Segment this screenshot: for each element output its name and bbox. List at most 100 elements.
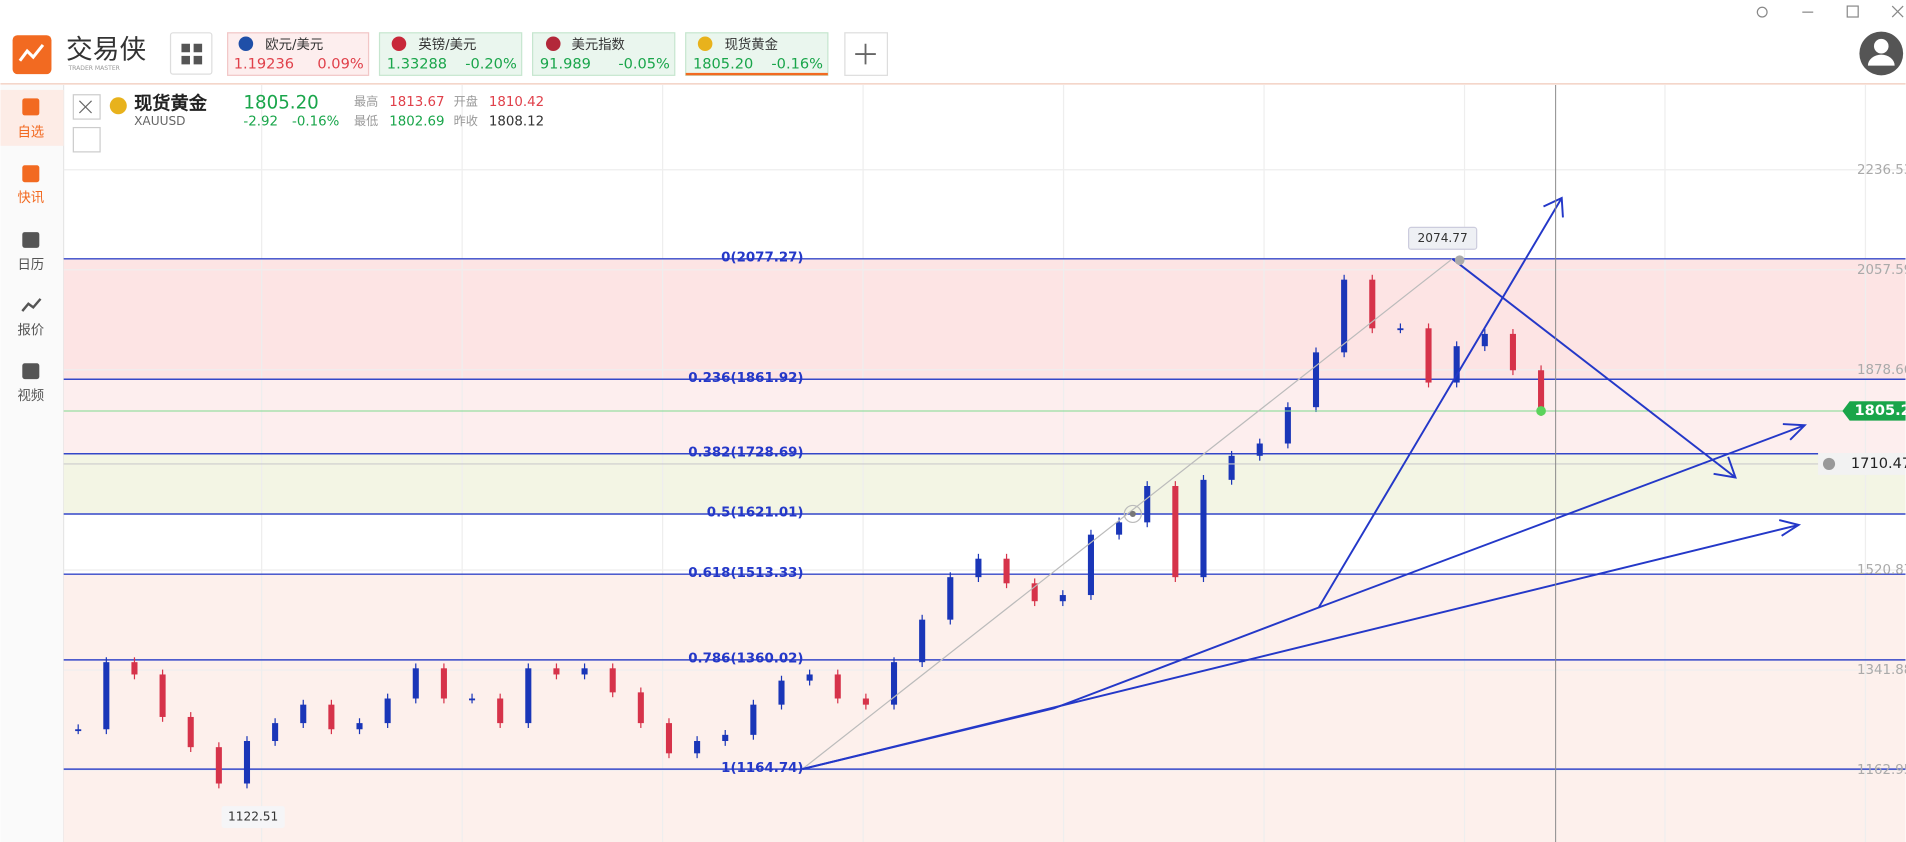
- ticker[interactable]: 英镑/美元 1.33288 -0.20%: [378, 32, 523, 76]
- zone: [63, 379, 1906, 454]
- candle: [890, 662, 898, 705]
- y-tick-label: 2057.59: [1857, 263, 1906, 278]
- y-tick-label: 2236.53: [1857, 163, 1906, 178]
- stat-value: 1813.67: [389, 95, 444, 110]
- candle: [1228, 455, 1235, 480]
- candle: [609, 668, 616, 693]
- ticker[interactable]: 现货黄金 1805.20 -0.16%: [685, 32, 829, 76]
- stat-label: 最高: [354, 94, 378, 109]
- ticker-price: 1805.20: [693, 55, 753, 72]
- candle: [778, 680, 785, 705]
- candle: [300, 704, 307, 724]
- zone: [63, 769, 1906, 842]
- sidebar-item[interactable]: 快讯: [17, 190, 44, 206]
- candle: [1341, 279, 1348, 353]
- collapse-button[interactable]: [72, 126, 101, 153]
- logo-sub: TRADER MASTER: [67, 65, 120, 72]
- candle: [103, 662, 110, 730]
- candle: [1200, 479, 1207, 578]
- candle: [1003, 558, 1010, 584]
- candle: [975, 558, 982, 578]
- fib-label: 0.786(1360.02): [688, 652, 803, 667]
- close-button[interactable]: [72, 94, 101, 120]
- candle: [525, 668, 532, 724]
- candle: [1284, 407, 1291, 444]
- alert-bell: [1822, 457, 1836, 471]
- window-controls[interactable]: [1756, 5, 1904, 18]
- candle: [1538, 370, 1545, 412]
- ticker-price: 1.19236: [234, 55, 294, 72]
- ticker-price: 1.33288: [387, 55, 447, 72]
- ticker[interactable]: 欧元/美元 1.19236 0.09%: [227, 32, 370, 76]
- candle: [947, 577, 954, 620]
- candle: [75, 729, 82, 732]
- sidebar-item[interactable]: 报价: [17, 322, 44, 338]
- stat-label: 昨收: [454, 114, 478, 128]
- ticker-change: -0.05%: [618, 55, 670, 72]
- stat-value: 1810.42: [489, 95, 544, 110]
- fib-label: 0.618(1513.33): [688, 566, 803, 581]
- candle: [131, 662, 138, 675]
- instrument-name: 现货黄金: [134, 92, 208, 114]
- candle: [1369, 279, 1376, 329]
- drawings: [801, 85, 1807, 842]
- y-tick-label: 1162.95: [1857, 763, 1906, 778]
- candle: [1425, 328, 1432, 383]
- y-tick-label: 1878.66: [1857, 363, 1906, 378]
- ticker-change: 0.09%: [317, 55, 363, 72]
- ticker[interactable]: 美元指数 91.989 -0.05%: [532, 32, 676, 76]
- candle: [665, 723, 673, 754]
- candle: [862, 698, 869, 705]
- candle: [1481, 333, 1488, 347]
- candle: [1453, 346, 1460, 383]
- zone: [63, 453, 1906, 514]
- alert-label: 1710.47: [1851, 455, 1906, 472]
- sidebar-item[interactable]: 日历: [17, 258, 44, 273]
- candle: [1256, 443, 1263, 456]
- candle: [834, 674, 841, 699]
- candle: [497, 698, 504, 724]
- peak-box: [1408, 226, 1478, 250]
- fib-label: 0(2077.27): [721, 251, 803, 266]
- candle: [215, 747, 222, 784]
- candle: [1059, 595, 1066, 602]
- current-dot: [1536, 406, 1546, 416]
- low-label: 1122.51: [228, 810, 278, 824]
- candle: [1116, 522, 1123, 535]
- ticker-change: -0.20%: [465, 55, 517, 72]
- candle: [750, 704, 757, 735]
- candle: [637, 692, 644, 724]
- current-tag: [1842, 401, 1906, 421]
- peak-dot: [1454, 255, 1465, 266]
- candle: [1087, 534, 1094, 596]
- stat-value: 1808.12: [489, 115, 544, 130]
- alert-tag: [1818, 452, 1906, 475]
- candle: [581, 668, 588, 675]
- candle: [1031, 583, 1038, 602]
- fib-label: 0.236(1861.92): [688, 371, 803, 386]
- candle: [1172, 486, 1179, 578]
- instrument-change-pct: -0.16%: [292, 115, 339, 130]
- candle: [384, 698, 391, 724]
- ticker-name: 现货黄金: [725, 36, 778, 53]
- ticker-change: -0.16%: [771, 55, 823, 72]
- logo-text: 交易侠: [66, 35, 146, 66]
- candle: [356, 723, 363, 730]
- peak-label: 2074.77: [1418, 231, 1468, 245]
- y-tick-label: 1341.88: [1857, 663, 1906, 678]
- fib-label: 1(1164.74): [721, 761, 803, 776]
- instrument-price: 1805.20: [243, 92, 318, 113]
- candle: [243, 741, 251, 784]
- candle: [469, 698, 476, 701]
- sidebar: [0, 85, 64, 842]
- grid-button[interactable]: [169, 32, 213, 75]
- ticker-price: 91.989: [540, 55, 591, 72]
- sidebar-item[interactable]: 视频: [17, 388, 44, 404]
- sidebar-item[interactable]: 自选: [17, 124, 44, 140]
- zone: [63, 258, 1906, 380]
- fib-label: 0.382(1728.69): [688, 446, 803, 461]
- chart-labels: 2236.53 2057.59 1878.66 1520.87 1341.88 1162.…: [221, 163, 1906, 828]
- instrument-code: XAUUSD: [134, 114, 185, 128]
